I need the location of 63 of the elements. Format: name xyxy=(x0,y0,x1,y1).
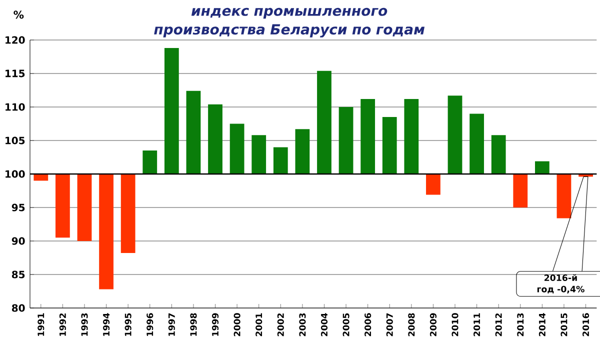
bar xyxy=(426,174,440,195)
y-tick-label: 115 xyxy=(6,70,25,78)
x-tick-label: 1992 xyxy=(59,313,66,336)
bar xyxy=(186,90,201,174)
y-axis-title: % xyxy=(14,10,24,19)
x-tick-label: 1998 xyxy=(190,313,197,336)
y-tick-label: 95 xyxy=(12,204,25,212)
bar xyxy=(382,117,397,174)
x-tick-label: 2003 xyxy=(299,313,306,336)
bar xyxy=(338,107,354,174)
x-tick-label: 2000 xyxy=(234,313,240,336)
x-tick-label: 2001 xyxy=(256,313,262,336)
bar xyxy=(470,114,484,174)
bar xyxy=(404,98,419,174)
y-tick-label: 120 xyxy=(6,36,25,44)
x-tick-label: 2011 xyxy=(474,313,480,336)
bar xyxy=(34,174,48,181)
x-tick-label: 2013 xyxy=(517,313,524,336)
x-tick-label: 2012 xyxy=(495,313,502,336)
bar xyxy=(534,161,550,174)
bar xyxy=(556,174,572,218)
bar xyxy=(448,96,462,174)
bar xyxy=(273,147,288,174)
x-tick-label: 2005 xyxy=(342,313,350,336)
annotation: 2016-й год -0,4% xyxy=(537,274,584,294)
bar xyxy=(491,135,506,174)
bar xyxy=(360,98,376,174)
x-tick-label: 1993 xyxy=(81,313,88,336)
x-tick-label: 1997 xyxy=(168,313,175,336)
x-tick-label: 1991 xyxy=(38,313,44,336)
x-tick-label: 2014 xyxy=(538,313,546,336)
bar xyxy=(164,48,179,174)
bar xyxy=(99,174,114,290)
x-tick-label: 2015 xyxy=(560,313,568,336)
bar xyxy=(77,174,92,242)
x-tick-label: 2007 xyxy=(386,313,393,336)
bar xyxy=(56,174,70,238)
bar xyxy=(208,104,222,174)
y-tick-label: 90 xyxy=(12,237,25,245)
bar xyxy=(120,174,136,254)
y-tick-label: 105 xyxy=(6,136,25,144)
y-tick-label: 100 xyxy=(6,170,25,178)
x-tick-label: 2002 xyxy=(277,313,284,336)
x-tick-label: 2004 xyxy=(320,313,328,336)
bar xyxy=(252,135,266,174)
bar xyxy=(230,124,244,174)
x-tick-label: 2008 xyxy=(408,313,415,336)
bar xyxy=(317,70,332,174)
x-tick-label: 1995 xyxy=(124,313,132,336)
x-tick-label: 2009 xyxy=(430,313,436,336)
y-tick-label: 110 xyxy=(6,103,25,111)
y-tick-label: 80 xyxy=(12,304,25,312)
x-tick-label: 2006 xyxy=(364,313,372,336)
x-tick-label: 1996 xyxy=(146,313,154,336)
bar xyxy=(295,129,310,174)
bar xyxy=(513,174,528,208)
x-tick-label: 2010 xyxy=(452,313,458,336)
chart-title: индекс промышленного производства Беларуси по годам xyxy=(154,8,425,38)
x-tick-label: 2016 xyxy=(582,313,590,336)
x-tick-label: 1999 xyxy=(212,313,219,336)
x-tick-label: 1994 xyxy=(103,313,110,336)
bar xyxy=(142,150,158,174)
y-tick-label: 85 xyxy=(12,270,25,278)
